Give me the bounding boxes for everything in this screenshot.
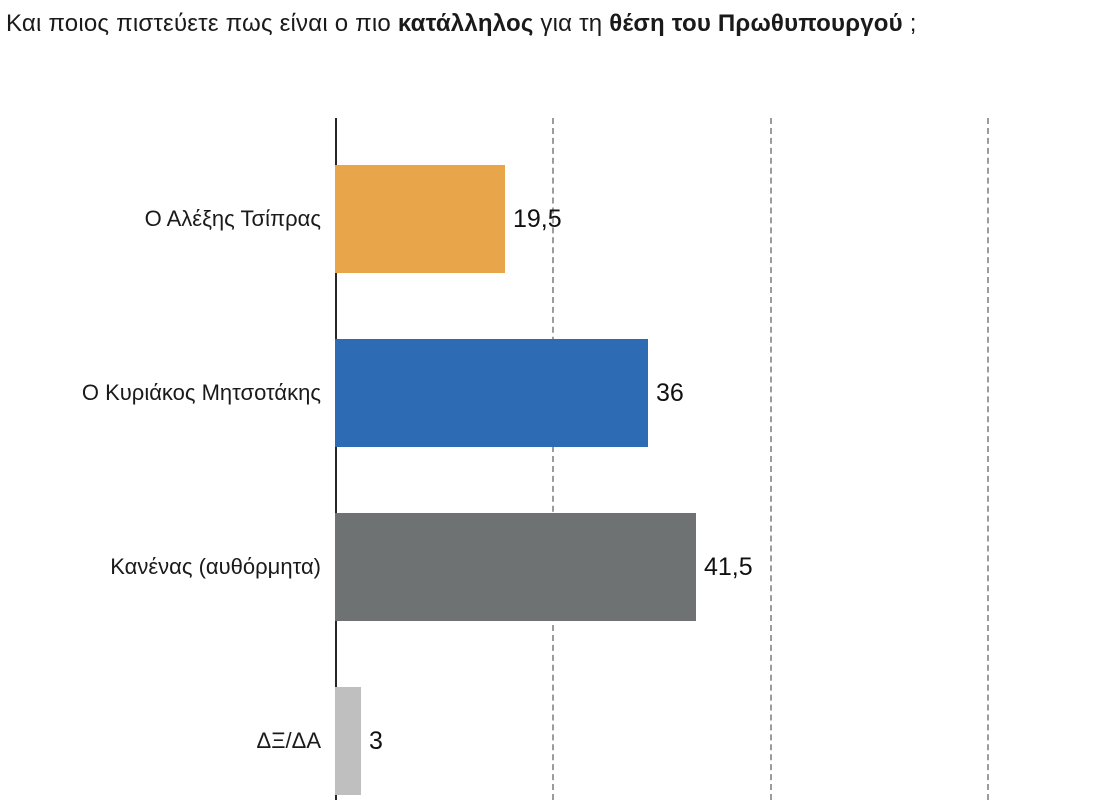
bar-row: Ο Αλέξης Τσίπρας 19,5: [0, 132, 1119, 306]
gridline: [770, 118, 772, 800]
value-label: 19,5: [513, 204, 562, 233]
bar-dx-da: [335, 687, 361, 795]
title-segment: Και ποιος πιστεύετε πως είναι ο πιο: [6, 10, 398, 37]
category-label: Ο Αλέξης Τσίπρας: [144, 206, 321, 231]
bar-row: Ο Κυριάκος Μητσοτάκης 36: [0, 306, 1119, 480]
bar-kanenas: [335, 513, 696, 621]
value-label: 41,5: [704, 552, 753, 581]
title-segment: ;: [902, 10, 917, 37]
title-segment: για τη: [533, 10, 610, 37]
value-label: 36: [656, 378, 684, 407]
title-segment-bold: θέση του Πρωθυπουργού: [609, 10, 903, 37]
title-segment-bold: κατάλληλος: [397, 10, 534, 37]
chart-title: Και ποιος πιστεύετε πως είναι ο πιο κατά…: [6, 10, 1111, 38]
gridline: [552, 118, 554, 800]
plot-area: [335, 118, 1100, 800]
category-label: ΔΞ/ΔΑ: [256, 728, 321, 753]
value-label: 3: [369, 726, 383, 755]
bar-wrap: 19,5: [335, 165, 1119, 273]
bar-row: ΔΞ/ΔΑ 3: [0, 654, 1119, 800]
bar-rows: Ο Αλέξης Τσίπρας 19,5 Ο Κυριάκος Μητσοτά…: [0, 132, 1119, 800]
bar-row: Κανένας (αυθόρμητα) 41,5: [0, 480, 1119, 654]
bar-wrap: 36: [335, 339, 1119, 447]
bar-wrap: 41,5: [335, 513, 1119, 621]
gridline: [987, 118, 989, 800]
bar-kyriakos-mitsotakis: [335, 339, 648, 447]
bar-wrap: 3: [335, 687, 1119, 795]
category-label: Ο Κυριάκος Μητσοτάκης: [81, 380, 321, 405]
bar-alexis-tsipras: [335, 165, 505, 273]
category-label: Κανένας (αυθόρμητα): [110, 554, 321, 579]
bar-chart: Ο Αλέξης Τσίπρας 19,5 Ο Κυριάκος Μητσοτά…: [0, 118, 1119, 800]
y-axis-line: [335, 118, 337, 800]
